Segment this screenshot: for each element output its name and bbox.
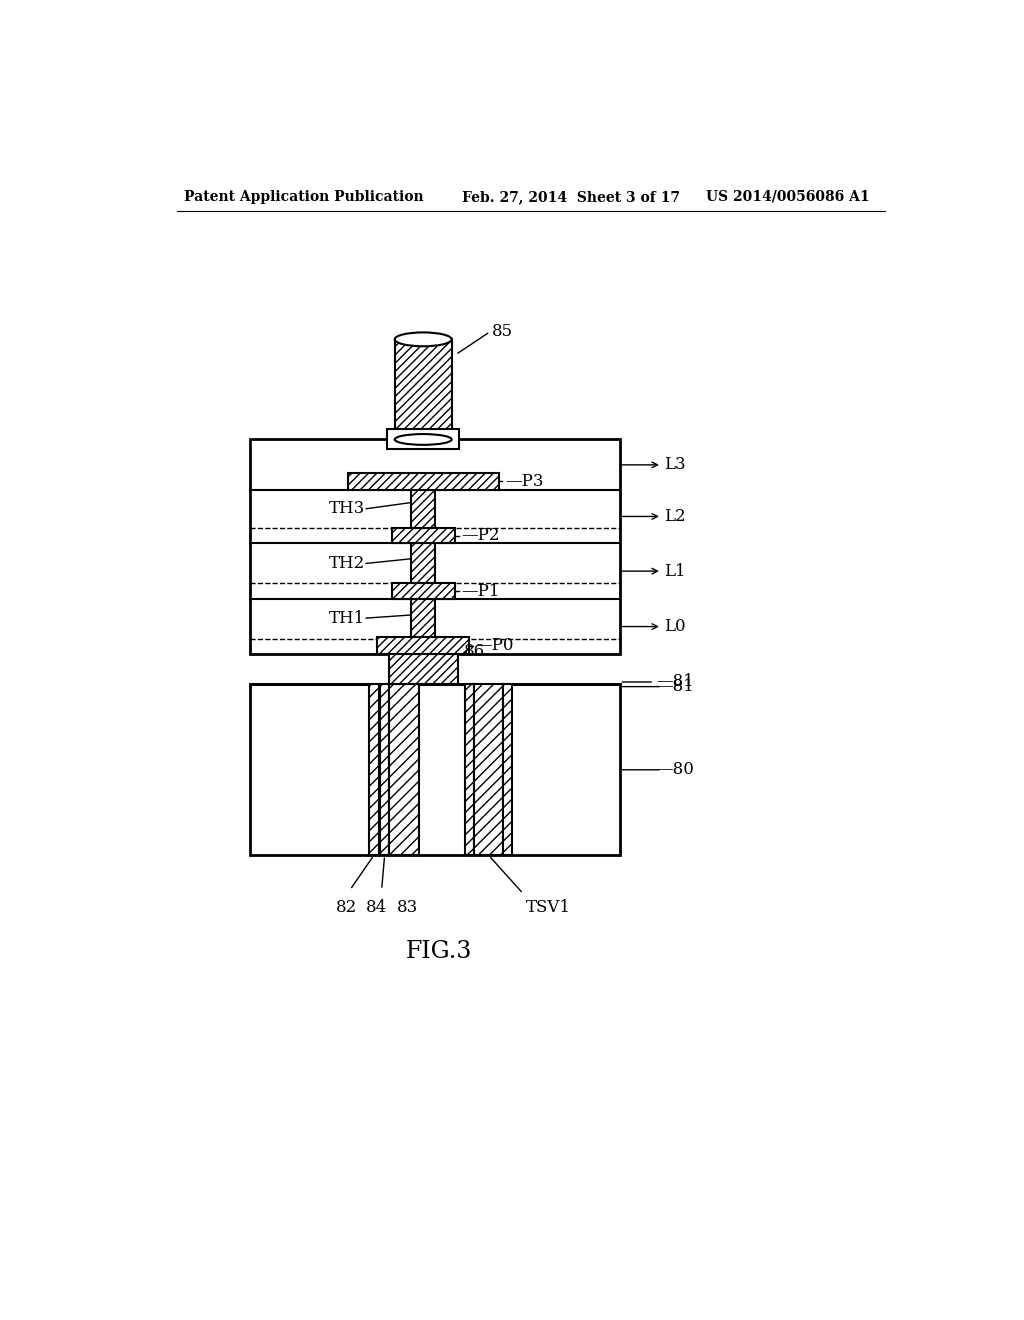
Text: L3: L3: [665, 457, 686, 474]
Text: L2: L2: [665, 508, 686, 525]
Bar: [370, 684, 379, 855]
Bar: [474, 684, 503, 855]
Bar: [391, 583, 455, 599]
Bar: [348, 473, 499, 490]
Bar: [465, 684, 474, 855]
Text: 83: 83: [397, 899, 419, 916]
Bar: [388, 655, 458, 684]
Bar: [503, 684, 512, 855]
Text: —80: —80: [656, 762, 694, 779]
Text: 86: 86: [464, 643, 485, 660]
Bar: [250, 440, 620, 655]
Bar: [380, 684, 389, 855]
Text: US 2014/0056086 A1: US 2014/0056086 A1: [707, 190, 869, 203]
Text: 82: 82: [336, 899, 356, 916]
Text: FIG.3: FIG.3: [406, 940, 472, 964]
Text: —P0: —P0: [475, 638, 514, 655]
Bar: [411, 490, 435, 528]
Bar: [389, 684, 419, 855]
Bar: [394, 339, 452, 440]
Bar: [377, 638, 469, 655]
Text: L0: L0: [665, 618, 686, 635]
Text: TH1: TH1: [329, 610, 365, 627]
Bar: [387, 429, 460, 449]
Bar: [411, 599, 435, 638]
Text: —P2: —P2: [461, 527, 500, 544]
Bar: [250, 684, 620, 855]
Text: —P1: —P1: [461, 582, 500, 599]
Text: 84: 84: [366, 899, 387, 916]
Ellipse shape: [394, 333, 452, 346]
Text: —P3: —P3: [505, 473, 544, 490]
Text: Feb. 27, 2014  Sheet 3 of 17: Feb. 27, 2014 Sheet 3 of 17: [462, 190, 680, 203]
Text: TH2: TH2: [329, 554, 365, 572]
Text: —81: —81: [656, 678, 694, 696]
Text: L1: L1: [665, 562, 686, 579]
Text: Patent Application Publication: Patent Application Publication: [184, 190, 424, 203]
Bar: [391, 528, 455, 544]
Text: —81: —81: [656, 673, 694, 690]
Ellipse shape: [394, 434, 452, 445]
Bar: [411, 544, 435, 583]
Text: 85: 85: [492, 323, 513, 341]
Text: TH3: TH3: [329, 500, 365, 517]
Text: TSV1: TSV1: [525, 899, 570, 916]
